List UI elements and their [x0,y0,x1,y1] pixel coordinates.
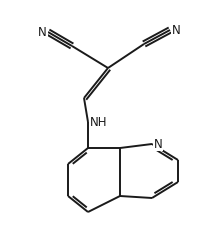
Text: N: N [38,26,47,39]
Text: N: N [154,138,163,150]
Text: N: N [172,23,181,37]
Text: NH: NH [90,116,108,128]
